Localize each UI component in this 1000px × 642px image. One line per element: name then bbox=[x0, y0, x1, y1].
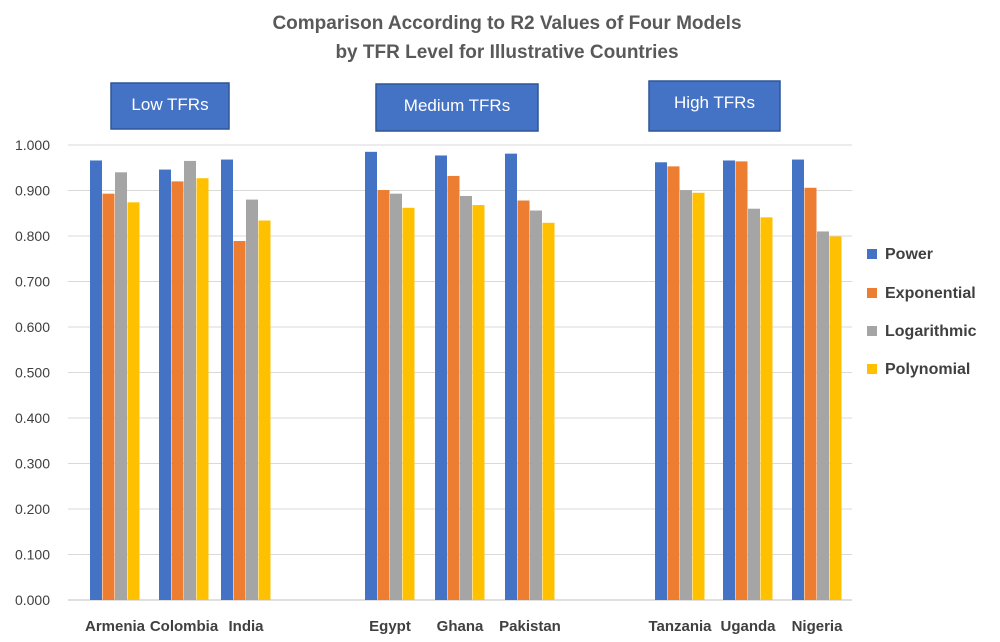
y-tick-label: 0.100 bbox=[15, 547, 50, 563]
x-category-label: Uganda bbox=[720, 618, 776, 635]
bar bbox=[817, 231, 829, 600]
legend-label: Power bbox=[885, 246, 933, 263]
x-category-label: Nigeria bbox=[792, 618, 844, 635]
y-tick-label: 0.400 bbox=[15, 410, 50, 426]
y-tick-label: 0.600 bbox=[15, 319, 50, 335]
bar bbox=[735, 161, 748, 600]
bar bbox=[748, 208, 760, 600]
bar bbox=[365, 151, 377, 600]
group-box bbox=[110, 82, 230, 130]
group-box bbox=[375, 83, 539, 132]
bar bbox=[792, 159, 804, 600]
bar bbox=[171, 181, 184, 600]
bar bbox=[102, 193, 115, 600]
x-category-label: Pakistan bbox=[499, 618, 561, 635]
bar bbox=[530, 210, 542, 600]
x-category-label: Egypt bbox=[369, 618, 411, 635]
bar bbox=[460, 195, 472, 600]
bar bbox=[159, 169, 171, 600]
x-category-label: Tanzania bbox=[648, 618, 712, 635]
y-tick-label: 0.200 bbox=[15, 501, 50, 517]
bar bbox=[760, 217, 773, 600]
bar bbox=[221, 159, 233, 600]
bar bbox=[804, 187, 817, 600]
y-axis-ticks: 0.000 0.100 0.200 0.300 0.400 0.500 0.600 0.700… bbox=[15, 137, 50, 608]
bar bbox=[390, 193, 402, 600]
legend-label: Polynomial bbox=[885, 361, 970, 378]
bar bbox=[680, 190, 692, 601]
bar bbox=[655, 162, 667, 601]
group-label: Medium TFRs bbox=[404, 96, 510, 115]
bar bbox=[184, 160, 196, 601]
bar bbox=[246, 199, 258, 600]
bar bbox=[402, 207, 415, 601]
x-axis-categories: Armenia Colombia India Egypt Ghana Pakistan Ta… bbox=[85, 618, 843, 635]
y-tick-label: 0.900 bbox=[15, 183, 50, 199]
bar bbox=[447, 175, 460, 600]
group-label: Low TFRs bbox=[131, 95, 208, 114]
bar bbox=[542, 222, 555, 600]
legend-swatch bbox=[867, 326, 877, 336]
bar bbox=[472, 205, 485, 600]
legend-swatch bbox=[867, 249, 877, 259]
x-category-label: Armenia bbox=[85, 618, 146, 635]
bar bbox=[692, 192, 705, 600]
group-box bbox=[648, 80, 781, 132]
bar bbox=[435, 155, 447, 600]
bar bbox=[196, 178, 209, 600]
x-category-label: Colombia bbox=[150, 618, 219, 635]
group-label: High TFRs bbox=[674, 93, 755, 112]
bar bbox=[258, 220, 271, 600]
bar bbox=[127, 202, 140, 600]
bar bbox=[723, 160, 735, 600]
legend-label: Exponential bbox=[885, 285, 976, 302]
bar bbox=[505, 153, 517, 600]
group-labels: Low TFRs Medium TFRs High TFRs bbox=[110, 80, 781, 132]
legend-swatch bbox=[867, 364, 877, 374]
bar bbox=[90, 160, 102, 600]
legend-label: Logarithmic bbox=[885, 323, 977, 340]
chart-title-line-2: by TFR Level for Illustrative Countries bbox=[335, 42, 678, 63]
bar bbox=[667, 166, 680, 600]
legend-swatch bbox=[867, 288, 877, 298]
y-tick-label: 0.500 bbox=[15, 365, 50, 381]
legend: Power Exponential Logarithmic Polynomial bbox=[867, 246, 977, 378]
chart-title-line-1: Comparison According to R2 Values of Fou… bbox=[272, 13, 741, 34]
y-tick-label: 0.800 bbox=[15, 228, 50, 244]
bar bbox=[115, 172, 127, 601]
bar bbox=[233, 241, 246, 600]
bars bbox=[90, 151, 842, 601]
y-tick-label: 1.000 bbox=[15, 137, 50, 153]
x-category-label: India bbox=[228, 618, 264, 635]
y-tick-label: 0.000 bbox=[15, 592, 50, 608]
y-tick-label: 0.300 bbox=[15, 456, 50, 472]
bar bbox=[829, 236, 842, 600]
bar bbox=[377, 190, 390, 601]
bar bbox=[517, 200, 530, 600]
x-category-label: Ghana bbox=[437, 618, 484, 635]
y-tick-label: 0.700 bbox=[15, 274, 50, 290]
